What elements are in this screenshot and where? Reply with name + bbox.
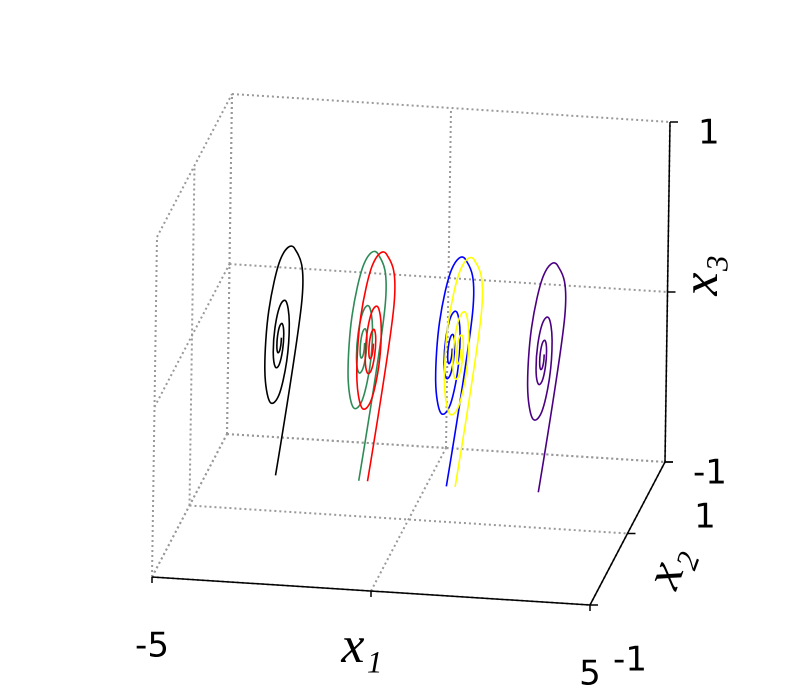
grid-line bbox=[370, 447, 447, 592]
x-tick-label: 5 bbox=[579, 654, 601, 694]
y-axis-label: x₂ bbox=[634, 537, 702, 596]
grid-line bbox=[229, 263, 668, 293]
y-tick-label: 1 bbox=[694, 497, 716, 537]
grid-line bbox=[189, 504, 628, 535]
grid-line bbox=[231, 93, 671, 123]
grid-line bbox=[156, 93, 233, 238]
grid-line bbox=[151, 433, 228, 578]
x-tick-label: -5 bbox=[135, 626, 169, 666]
trajectory bbox=[526, 262, 567, 493]
z-axis-label: x₃ bbox=[672, 254, 729, 296]
trajectory bbox=[264, 245, 304, 476]
z-tick-label: 1 bbox=[698, 113, 720, 153]
x-axis-label: x₁ bbox=[340, 617, 382, 674]
trajectory bbox=[356, 251, 396, 482]
z-tick-label: -1 bbox=[693, 453, 727, 493]
trajectory bbox=[443, 256, 484, 488]
grid-line bbox=[153, 263, 231, 408]
grid-line bbox=[226, 433, 666, 463]
y-tick-label: -1 bbox=[613, 640, 647, 680]
